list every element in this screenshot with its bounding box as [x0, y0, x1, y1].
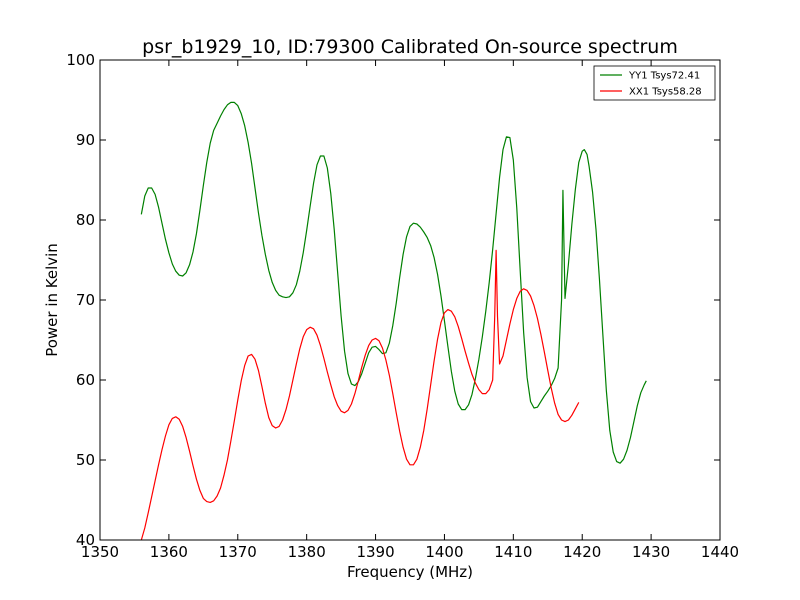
plot-border: [99, 59, 721, 541]
x-tick-label: 1360: [150, 543, 188, 561]
y-tick-label: 70: [76, 291, 95, 309]
y-tick-label: 90: [76, 131, 95, 149]
legend-label-yy1: YY1 Tsys72.41: [628, 71, 700, 82]
x-tick-label: 1390: [356, 543, 394, 561]
x-tick-label: 1410: [494, 543, 532, 561]
x-axis: 1350 1360 1370 1380 1390 1400 1410 1420 1430 1440: [81, 60, 739, 561]
legend-box: [593, 65, 716, 101]
x-tick-label: 1430: [632, 543, 670, 561]
y-tick-label: 50: [76, 451, 95, 469]
x-tick-label: 1420: [563, 543, 601, 561]
x-tick-label: 1370: [219, 543, 257, 561]
plot-area: 1350 1360 1370 1380 1390 1400 1410 1420 1430 1440…: [66, 51, 739, 561]
x-axis-label: Frequency (MHz): [347, 563, 473, 581]
legend-label-xx1: XX1 Tsys58.28: [629, 87, 702, 98]
x-tick-label: 1380: [288, 543, 326, 561]
series-lines: [140, 101, 647, 541]
series-line-xx1: [140, 249, 580, 541]
y-tick-label: 40: [76, 531, 95, 549]
y-axis: 40 50 60 70 80 90 100: [66, 51, 720, 549]
x-tick-label: 1440: [701, 543, 739, 561]
y-axis-label: Power in Kelvin: [43, 243, 61, 357]
series-line-yy1: [140, 101, 647, 464]
y-tick-label: 60: [76, 371, 95, 389]
y-tick-label: 80: [76, 211, 95, 229]
y-tick-label: 100: [66, 51, 95, 69]
x-tick-label: 1400: [425, 543, 463, 561]
x-tick-label: 1350: [81, 543, 119, 561]
chart-title: psr_b1929_10, ID:79300 Calibrated On-sou…: [142, 36, 678, 58]
legend: YY1 Tsys72.41 XX1 Tsys58.28: [593, 65, 716, 101]
